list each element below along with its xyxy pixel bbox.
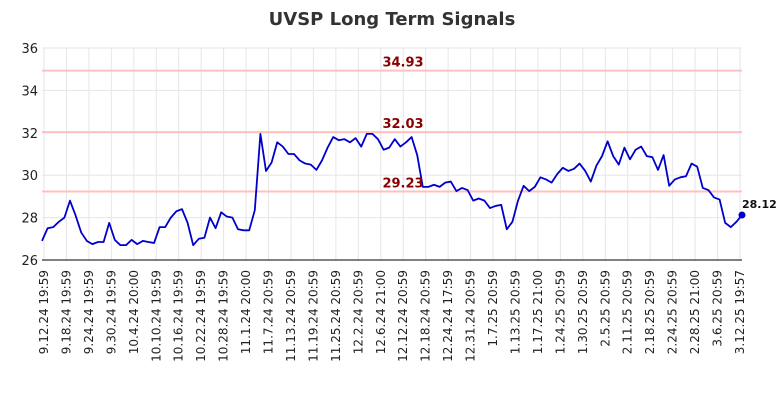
x-tick-label: 9.12.24 19:59 [37, 270, 51, 354]
x-tick-label: 12.6.24 21:00 [374, 270, 388, 354]
x-tick-label: 11.25.24 20:59 [329, 270, 343, 362]
x-tick-label: 12.12.24 20:59 [396, 270, 410, 362]
x-tick-label: 11.1.24 20:00 [239, 270, 253, 354]
x-tick-label: 11.7.24 20:59 [262, 270, 276, 354]
x-tick-label: 2.5.25 20:59 [598, 270, 612, 347]
last-point-group: 28.12 [738, 198, 777, 219]
x-tick-label: 2.24.25 20:59 [666, 270, 680, 354]
x-tick-label: 12.31.24 20:59 [464, 270, 478, 362]
grid [42, 47, 742, 261]
x-tick-label: 11.19.24 20:59 [306, 270, 320, 362]
x-tick-label: 9.30.24 19:59 [104, 270, 118, 354]
signal-level-labels: 34.93 32.03 29.23 [382, 56, 423, 192]
x-tick-labels: 9.12.24 19:59 9.18.24 19:59 9.24.24 19:59 9… [37, 270, 747, 362]
x-tick-label: 9.18.24 19:59 [59, 270, 73, 354]
x-tick-label: 10.28.24 19:59 [217, 270, 231, 362]
y-tick-label: 36 [21, 42, 38, 57]
x-tick-label: 12.24.24 17:59 [441, 270, 455, 362]
x-tick-label: 1.7.25 20:59 [486, 270, 500, 347]
x-tick-label: 10.22.24 19:59 [194, 270, 208, 362]
y-tick-label: 32 [21, 127, 38, 142]
price-series [41, 132, 743, 247]
x-tick-label: 3.12.25 19:57 [733, 270, 747, 354]
x-tick-label: 1.30.25 20:59 [576, 270, 590, 354]
x-tick-label: 10.10.24 19:59 [149, 270, 163, 362]
x-tick-label: 10.4.24 20:00 [127, 270, 141, 354]
x-tick-label: 1.13.25 20:59 [508, 270, 522, 354]
signal-level-label: 34.93 [382, 56, 423, 71]
x-tick-label: 9.24.24 19:59 [82, 270, 96, 354]
last-point-marker [738, 211, 746, 219]
signal-levels [42, 69, 742, 193]
x-tick-label: 1.24.25 20:59 [553, 270, 567, 354]
y-tick-label: 26 [21, 254, 38, 269]
signal-level-label: 32.03 [382, 117, 423, 132]
x-tick-label: 12.18.24 20:59 [419, 270, 433, 362]
y-tick-label: 34 [21, 84, 38, 99]
last-point-label: 28.12 [742, 198, 777, 211]
chart-title: UVSP Long Term Signals [269, 9, 516, 30]
y-tick-label: 30 [21, 169, 38, 184]
y-tick-label: 28 [21, 212, 38, 227]
x-tick-label: 2.11.25 20:59 [621, 270, 635, 354]
price-line [41, 132, 743, 247]
x-tick-label: 2.28.25 21:00 [688, 270, 702, 354]
x-tick-label: 3.6.25 20:59 [711, 270, 725, 347]
signal-level-label: 29.23 [382, 177, 423, 192]
x-tick-label: 10.16.24 19:59 [172, 270, 186, 362]
x-tick-label: 11.13.24 20:59 [284, 270, 298, 362]
y-tick-labels: 26 28 30 32 34 36 [21, 42, 38, 269]
x-tick-label: 1.17.25 21:00 [531, 270, 545, 354]
x-tick-label: 12.2.24 20:59 [351, 270, 365, 354]
x-tick-label: 2.18.25 20:59 [643, 270, 657, 354]
